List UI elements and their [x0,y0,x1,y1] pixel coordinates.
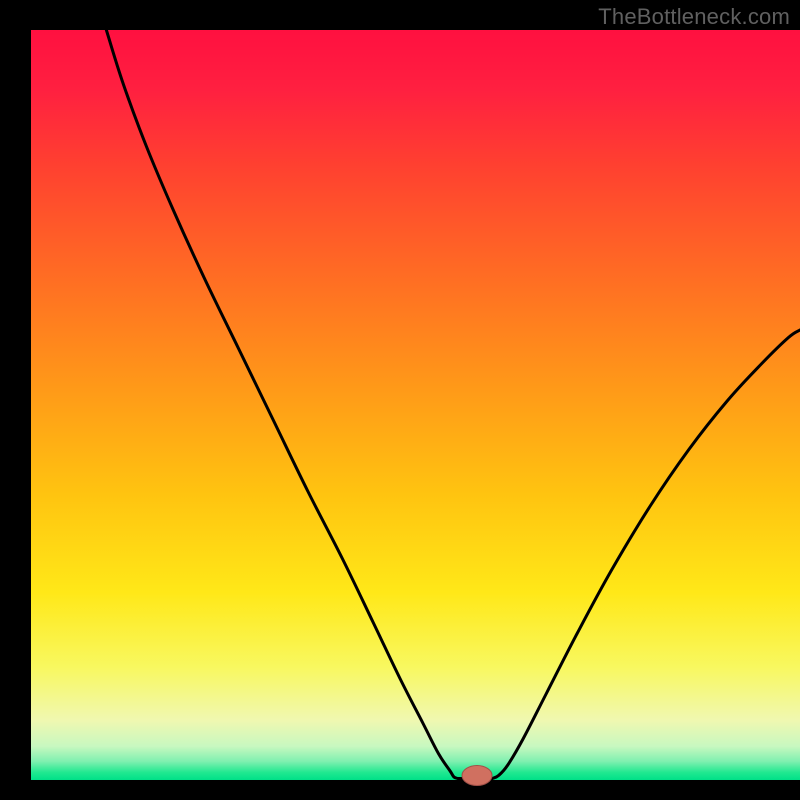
optimum-marker [462,766,492,786]
bottleneck-chart [0,0,800,800]
chart-container: TheBottleneck.com [0,0,800,800]
